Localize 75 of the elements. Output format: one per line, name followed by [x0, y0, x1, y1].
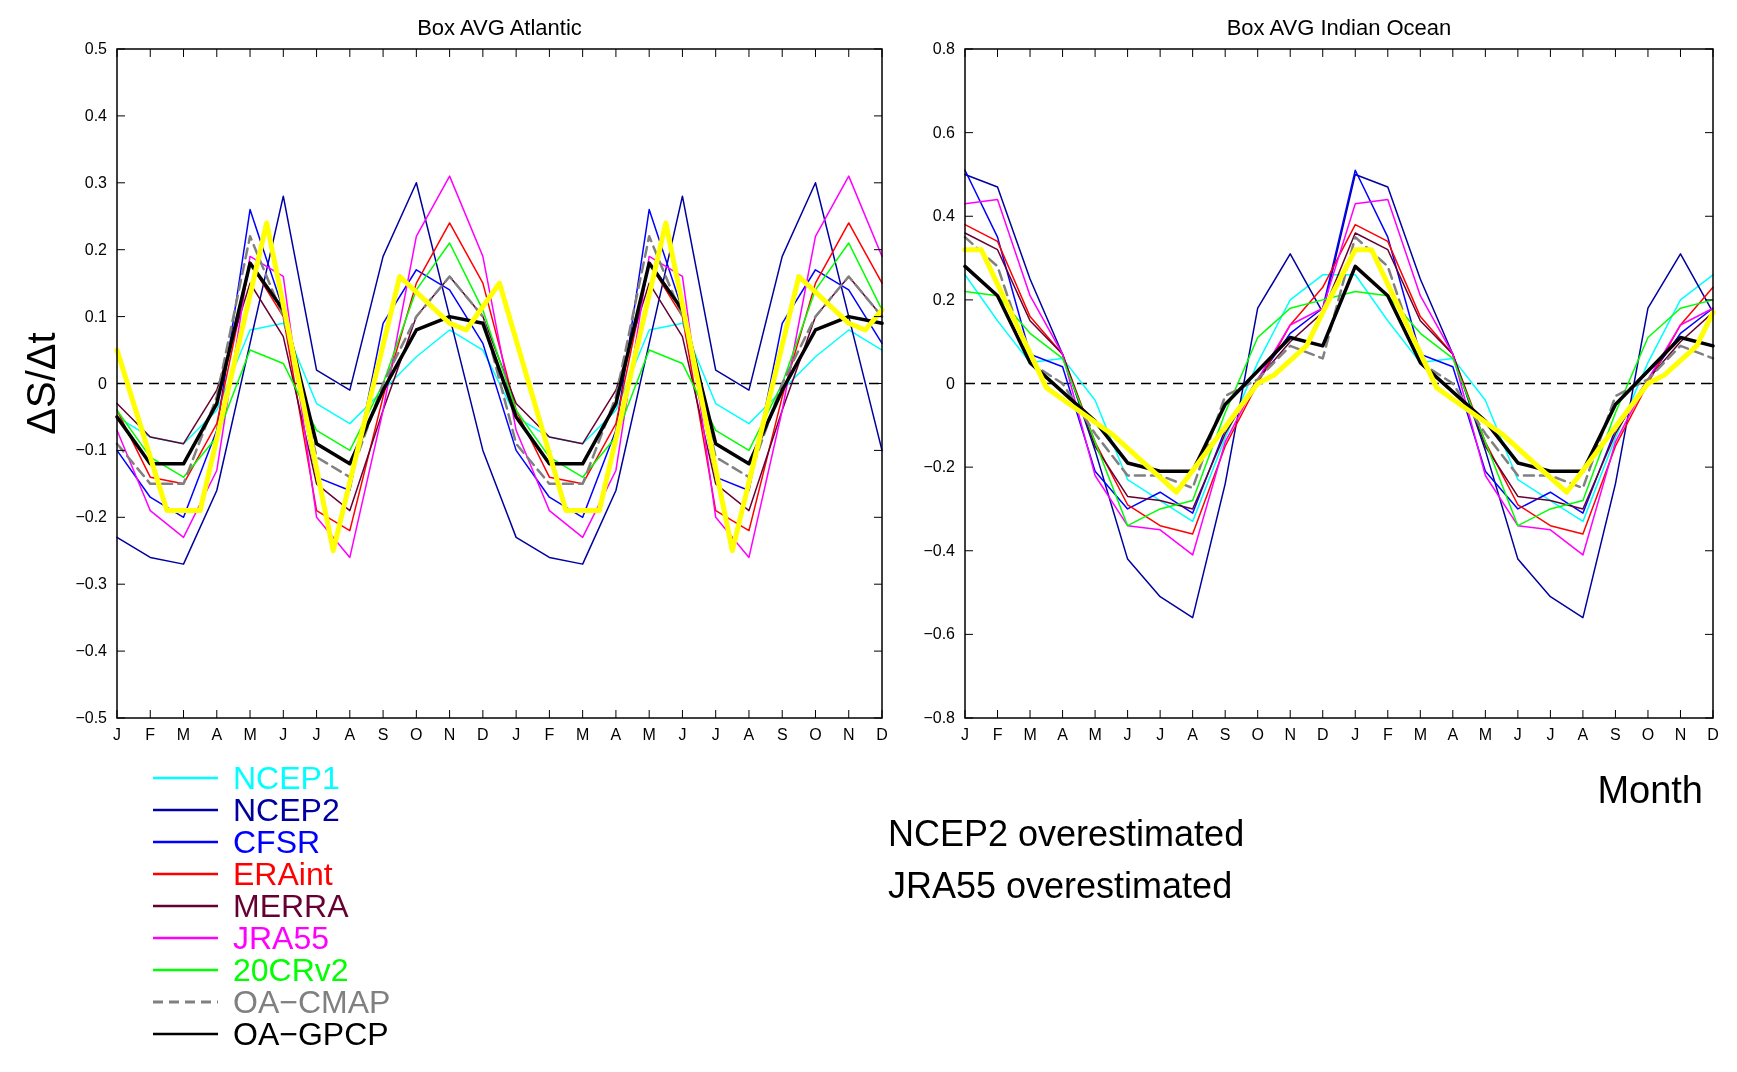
x-tick-label: A — [1187, 726, 1199, 743]
x-tick-label: S — [377, 726, 389, 743]
x-tick-label: A — [743, 726, 755, 743]
y-tick-label: −0.4 — [75, 642, 108, 660]
x-tick-label: S — [1610, 726, 1621, 743]
y-tick-label: 0.3 — [84, 173, 108, 191]
y-tick-label: 0 — [946, 374, 956, 392]
x-tick-label: D — [876, 726, 888, 743]
y-axis-title: ΔS/Δt — [19, 332, 63, 435]
y-tick-label: 0 — [98, 374, 108, 392]
x-tick-label: D — [477, 726, 489, 743]
y-tick-label: −0.8 — [923, 709, 956, 726]
x-tick-label: F — [1382, 726, 1393, 743]
x-tick-label: J — [312, 726, 321, 743]
y-tick-label: 0.4 — [932, 207, 956, 225]
x-tick-label: J — [1351, 726, 1360, 743]
x-tick-label: J — [512, 726, 521, 743]
chart-title: Box AVG Indian Ocean — [1226, 15, 1452, 40]
x-tick-label: A — [211, 726, 223, 743]
text: JRA55 overestimated — [888, 865, 1233, 906]
y-tick-label: 0.1 — [84, 307, 108, 325]
x-tick-label: M — [176, 726, 191, 743]
x-tick-label: O — [809, 726, 822, 743]
x-tick-label: J — [1123, 726, 1132, 743]
x-tick-label: M — [1413, 726, 1427, 743]
y-tick-label: 0.2 — [84, 240, 108, 258]
text: NCEP2 overestimated — [888, 813, 1245, 854]
x-tick-label: D — [1707, 726, 1719, 743]
x-tick-label: F — [145, 726, 156, 743]
y-tick-label: 0.8 — [932, 40, 956, 57]
y-tick-label: −0.2 — [923, 458, 956, 476]
x-tick-label: J — [1513, 726, 1522, 743]
x-tick-label: M — [243, 726, 257, 743]
chart-title: Box AVG Atlantic — [417, 15, 582, 40]
x-tick-label: J — [961, 726, 969, 743]
x-tick-label: M — [1088, 726, 1102, 743]
y-tick-label: 0.2 — [932, 290, 956, 308]
x-tick-label: J — [1156, 726, 1165, 743]
x-tick-label: S — [1219, 726, 1231, 743]
x-tick-label: N — [1674, 726, 1687, 743]
y-tick-label: −0.4 — [923, 541, 956, 559]
x-tick-label: N — [842, 726, 855, 743]
x-tick-label: M — [1478, 726, 1493, 743]
x-tick-label: A — [1577, 726, 1589, 743]
x-tick-label: J — [113, 726, 121, 743]
x-tick-label: N — [1284, 726, 1296, 743]
x-tick-label: F — [544, 726, 555, 743]
y-tick-label: −0.3 — [75, 575, 108, 593]
x-tick-label: J — [678, 726, 687, 743]
x-tick-label: A — [344, 726, 356, 743]
x-tick-label: S — [776, 726, 788, 743]
x-tick-label: O — [1251, 726, 1264, 743]
x-tick-label: D — [1316, 726, 1329, 743]
x-tick-label: O — [1641, 726, 1655, 743]
y-tick-label: 0.4 — [84, 106, 108, 124]
x-tick-label: O — [410, 726, 423, 743]
y-tick-label: 0.5 — [84, 40, 108, 57]
y-tick-label: −0.2 — [75, 508, 108, 526]
x-tick-label: A — [1057, 726, 1069, 743]
x-tick-label: F — [992, 726, 1003, 743]
y-tick-label: −0.1 — [75, 441, 108, 459]
line-series — [964, 173, 1714, 619]
x-tick-label: M — [642, 726, 656, 743]
x-tick-label: A — [1447, 726, 1459, 743]
x-tick-label: J — [711, 726, 720, 743]
y-tick-label: 0.6 — [932, 123, 956, 141]
y-tick-label: −0.5 — [75, 709, 108, 726]
x-axis-title: Month — [1597, 769, 1703, 811]
x-tick-label: N — [443, 726, 456, 743]
x-tick-label: A — [610, 726, 622, 743]
x-tick-label: M — [575, 726, 590, 743]
y-tick-label: −0.6 — [923, 625, 956, 643]
x-tick-label: J — [279, 726, 288, 743]
x-tick-label: M — [1023, 726, 1037, 743]
x-tick-label: J — [1546, 726, 1555, 743]
